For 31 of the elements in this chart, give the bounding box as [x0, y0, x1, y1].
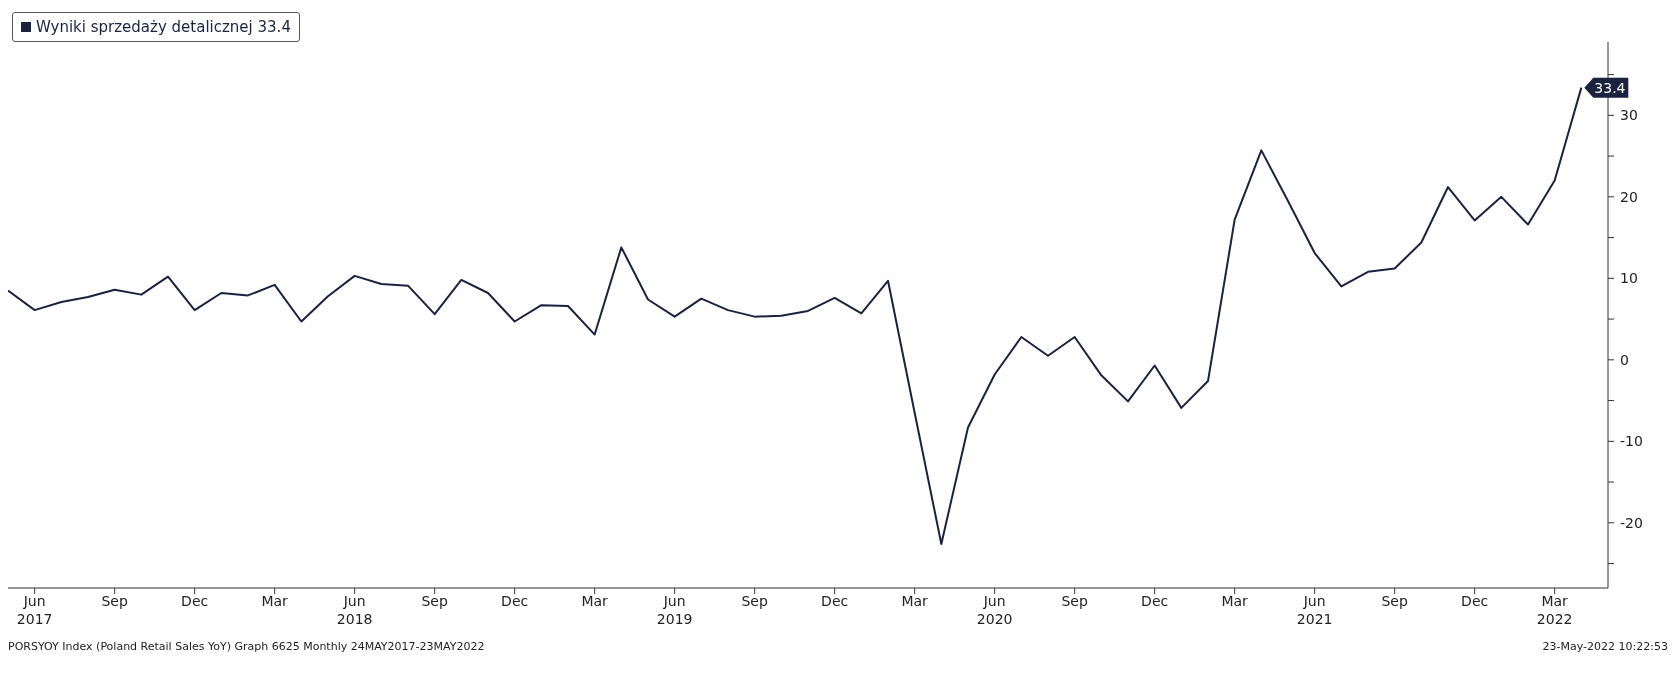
x-tick-label: Jun 2019: [656, 593, 693, 627]
x-tick-label: Dec: [501, 593, 529, 609]
x-tick-label: Mar: [581, 593, 609, 609]
x-tick-label: Dec: [1141, 593, 1169, 609]
text: PORSYOY Index (Poland Retail Sales YoY) Graph 6625 Monthly 24MAY2017-23MAY2022: [8, 640, 485, 653]
line-series: [8, 86, 1583, 545]
text: 23-May-2022 10:22:53: [1542, 640, 1668, 653]
y-tick-label: 10: [1620, 270, 1638, 287]
y-tick-label: -10: [1620, 433, 1643, 450]
x-tick-label: Dec: [821, 593, 849, 609]
y-tick-label: -20: [1620, 514, 1643, 531]
x-tick-label: Sep: [421, 593, 448, 609]
y-tick-label: 30: [1620, 107, 1638, 124]
y-tick-label: 0: [1620, 351, 1629, 368]
x-tick-label: Mar: [261, 593, 289, 609]
x-tick-label: Mar: [1221, 593, 1249, 609]
x-tick-label: Mar 2022: [1536, 593, 1573, 627]
legend-label: Wyniki sprzedaży detalicznej 33.4: [35, 18, 291, 36]
data-label: 33.4: [1594, 79, 1626, 96]
x-tick-label: Dec: [1461, 593, 1489, 609]
x-tick-label: Jun 2020: [976, 593, 1013, 627]
x-tick-label: Jun 2018: [336, 593, 373, 627]
x-tick-label: Jun 2021: [1296, 593, 1333, 627]
x-tick-label: Sep: [1061, 593, 1088, 609]
x-tick-label: Sep: [741, 593, 768, 609]
x-tick-label: Sep: [1381, 593, 1408, 609]
y-tick-label: 20: [1620, 188, 1638, 205]
x-tick-label: Jun 2017: [16, 593, 53, 627]
x-tick-label: Mar: [901, 593, 929, 609]
x-tick-label: Dec: [181, 593, 209, 609]
x-tick-label: Sep: [101, 593, 128, 609]
